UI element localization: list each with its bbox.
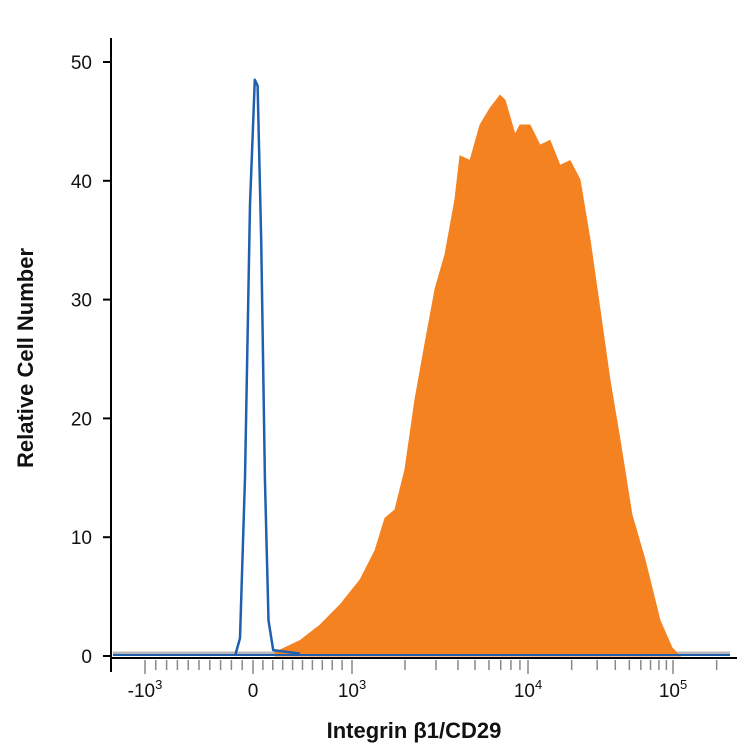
- histogram-outline-series: [233, 78, 301, 657]
- y-tick-label: 30: [71, 291, 92, 312]
- y-tick-label: 0: [81, 647, 92, 668]
- y-tick-label: 20: [71, 409, 92, 430]
- y-tick-label: 10: [71, 528, 92, 549]
- y-tick-label: 50: [71, 53, 92, 74]
- histogram-filled-series: [274, 94, 682, 657]
- x-tick-label: 103: [338, 677, 366, 702]
- x-tick-label: -103: [128, 677, 163, 702]
- y-axis-title: Relative Cell Number: [13, 248, 38, 469]
- x-tick-label: 0: [248, 681, 259, 702]
- y-tick-label: 40: [71, 172, 92, 193]
- x-axis-title: Integrin β1/CD29: [327, 718, 502, 743]
- x-tick-label: 104: [514, 677, 542, 702]
- x-tick-label: 105: [659, 677, 687, 702]
